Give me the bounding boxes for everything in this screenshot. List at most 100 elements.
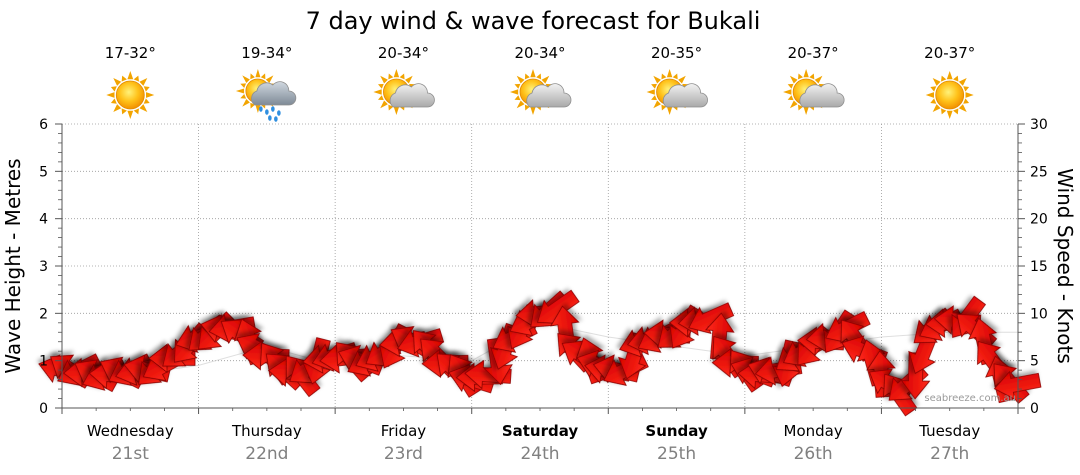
day-name-label: Sunday — [645, 422, 708, 440]
sun-ray — [666, 69, 673, 78]
rain-drop — [268, 115, 272, 121]
day-name-label: Monday — [784, 422, 843, 440]
sun-ray — [143, 86, 150, 92]
sun-ray — [240, 94, 247, 99]
sun-ray — [787, 83, 794, 89]
cloud-shape — [251, 81, 297, 106]
sun-ray — [133, 75, 139, 82]
right-tick-label: 10 — [1030, 306, 1048, 322]
right-tick-label: 15 — [1030, 259, 1048, 275]
day-date-label: 25th — [657, 444, 696, 464]
rain-drops-icon — [259, 106, 281, 122]
sun-ray — [265, 75, 274, 83]
cloud-shape — [662, 83, 708, 108]
sun-disc — [935, 80, 965, 110]
right-tick-label: 0 — [1030, 401, 1039, 417]
daily-weather-row: 17-32° 19-34° 20-34° 20-34° 20-35° 20-37° 20-3… — [105, 44, 975, 122]
left-tick-label: 0 — [39, 401, 48, 417]
sun-ray — [121, 108, 127, 115]
sun-ray — [932, 78, 941, 86]
cloud-shape — [799, 83, 845, 108]
rain-drop — [259, 106, 263, 112]
rain-drop — [271, 106, 275, 112]
credit-text: seabreeze.com.au — [924, 393, 1016, 404]
sun-ray — [530, 69, 536, 78]
sun-ray — [106, 92, 115, 98]
partly-cloudy-icon — [646, 69, 708, 115]
sun-ray — [510, 89, 519, 95]
sun-ray — [925, 92, 934, 98]
sun-ray — [803, 106, 809, 115]
sun-ray — [250, 73, 255, 80]
sun-ray — [953, 108, 959, 115]
sun-ray — [946, 110, 953, 119]
sun-ray — [666, 106, 673, 115]
cloud-icon — [526, 83, 572, 108]
day-date-label: 27th — [930, 444, 969, 464]
cloud-icon — [389, 83, 435, 108]
sun-ray — [789, 75, 798, 84]
sun-ray — [380, 75, 388, 84]
sun-ray — [651, 95, 657, 101]
sun-ray — [932, 104, 941, 112]
sun-ray — [661, 104, 667, 111]
temperature-range-label: 17-32° — [105, 44, 156, 62]
sun-ray — [965, 92, 974, 98]
sun-ray — [524, 104, 530, 111]
sunny-icon — [106, 71, 155, 119]
right-tick-label: 30 — [1030, 117, 1048, 133]
sun-ray — [953, 75, 959, 82]
chart-title: 7 day wind & wave forecast for Bukali — [306, 7, 761, 35]
left-tick-label: 3 — [39, 259, 48, 275]
day-date-label: 22nd — [245, 444, 288, 464]
sun-ray — [803, 69, 809, 78]
cloud-icon — [251, 81, 297, 106]
sun-ray — [798, 73, 803, 80]
temperature-range-label: 20-37° — [924, 44, 975, 62]
sun-ray — [787, 95, 794, 101]
sun-ray — [653, 75, 661, 84]
sun-ray — [110, 98, 117, 104]
sun-ray — [809, 73, 815, 80]
sun-ray — [110, 86, 117, 92]
day-date-label: 23rd — [384, 444, 423, 464]
sun-ray — [399, 73, 405, 80]
wind-arrow-series — [38, 289, 1042, 417]
sun-ray — [930, 86, 937, 92]
sun-ray — [146, 92, 155, 98]
sun-ray — [958, 78, 967, 86]
day-date-label: 21st — [112, 444, 149, 464]
sun-ray — [536, 73, 542, 80]
day-name-label: Tuesday — [918, 422, 980, 440]
sun-ray — [393, 69, 400, 78]
sun-ray — [121, 75, 127, 82]
temperature-range-label: 20-37° — [788, 44, 839, 62]
partly-cloudy-icon — [373, 69, 435, 115]
sun-ray — [113, 78, 122, 86]
sun-ray — [946, 71, 953, 80]
sun-ray — [139, 104, 148, 112]
temperature-range-label: 19-34° — [241, 44, 292, 62]
cloud-icon — [799, 83, 845, 108]
sun-ray — [139, 78, 148, 86]
sun-ray — [516, 75, 525, 84]
temperature-range-label: 20-34° — [514, 44, 565, 62]
sun-ray — [530, 106, 536, 115]
chart-axes: 0 1 2 3 4 5 6 0 5 10 15 20 25 30 — [39, 117, 1048, 417]
rain-drop — [274, 116, 278, 122]
sun-ray — [143, 98, 150, 104]
right-tick-label: 25 — [1030, 164, 1048, 180]
left-axis-title: Wave Height - Metres — [1, 158, 25, 373]
partly-cloudy-icon — [510, 69, 572, 115]
sun-icon — [925, 71, 974, 119]
sun-ray — [133, 108, 139, 115]
rain-cloud-icon — [235, 69, 297, 122]
cloud-shape — [526, 83, 572, 108]
day-date-label: 26th — [794, 444, 833, 464]
left-tick-label: 2 — [39, 306, 48, 322]
sun-ray — [242, 75, 250, 83]
sun-ray — [516, 100, 525, 109]
day-name-label: Wednesday — [87, 422, 174, 440]
sun-ray — [373, 89, 382, 95]
